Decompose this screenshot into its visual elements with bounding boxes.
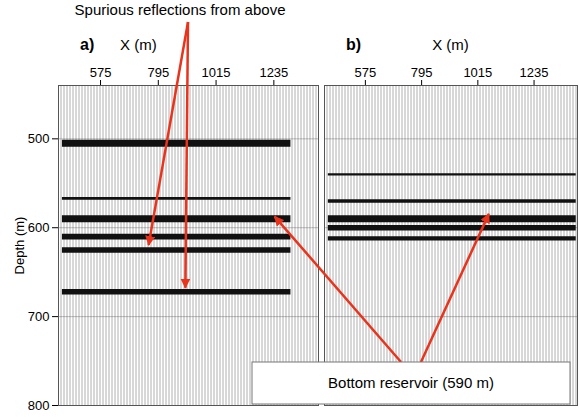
svg-text:800: 800 bbox=[28, 398, 50, 413]
svg-text:1015: 1015 bbox=[202, 65, 231, 80]
svg-text:795: 795 bbox=[147, 65, 169, 80]
svg-text:Bottom reservoir (590 m): Bottom reservoir (590 m) bbox=[328, 374, 494, 391]
svg-text:795: 795 bbox=[411, 65, 433, 80]
svg-text:500: 500 bbox=[28, 131, 50, 146]
svg-text:1235: 1235 bbox=[259, 65, 288, 80]
svg-text:X (m): X (m) bbox=[432, 36, 469, 53]
svg-text:700: 700 bbox=[28, 309, 50, 324]
svg-text:Depth (m): Depth (m) bbox=[12, 217, 27, 275]
svg-text:600: 600 bbox=[28, 220, 50, 235]
svg-text:Spurious reflections from abov: Spurious reflections from above bbox=[75, 1, 286, 18]
svg-text:X (m): X (m) bbox=[120, 36, 157, 53]
svg-text:1235: 1235 bbox=[520, 65, 549, 80]
svg-text:a): a) bbox=[80, 36, 94, 53]
svg-text:1015: 1015 bbox=[463, 65, 492, 80]
svg-text:575: 575 bbox=[355, 65, 377, 80]
svg-text:b): b) bbox=[346, 36, 361, 53]
svg-text:575: 575 bbox=[90, 65, 112, 80]
